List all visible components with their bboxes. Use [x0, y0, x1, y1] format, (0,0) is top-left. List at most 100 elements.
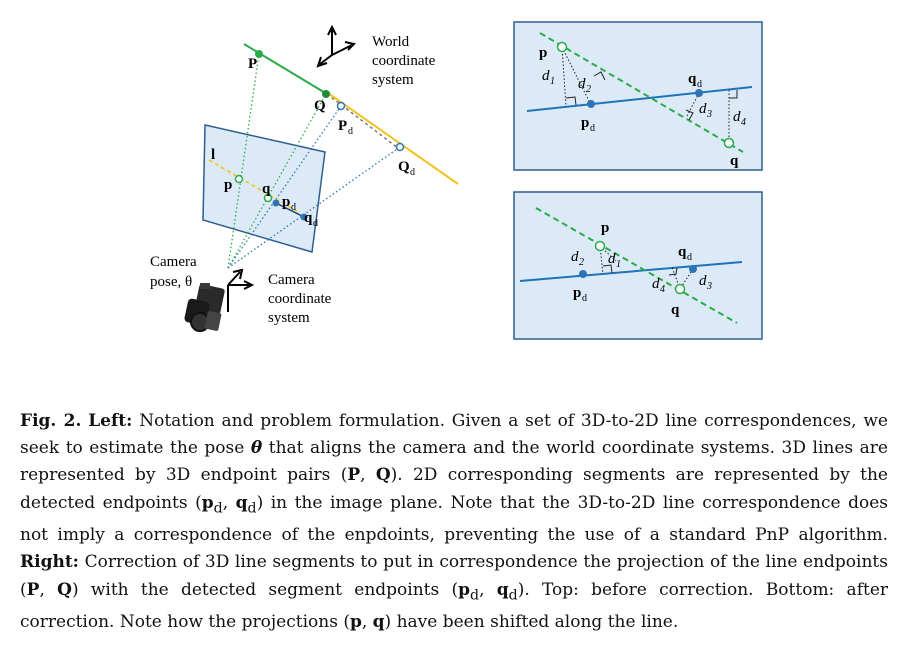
- image-p-marker: [234, 174, 244, 184]
- tr-pd-marker: [587, 100, 595, 108]
- caption-right-label: Right:: [20, 552, 79, 573]
- caption-text-4: ) in the image plane. Note that the 3D-t…: [20, 492, 888, 546]
- svg-text:d: d: [313, 218, 318, 229]
- svg-text:d: d: [697, 79, 702, 90]
- camera-frame-label-1: Camera: [268, 272, 315, 288]
- caption-theta: θ: [250, 438, 263, 459]
- svg-text:d: d: [542, 68, 550, 84]
- tr-qd-marker: [695, 89, 703, 97]
- image-line-l: [208, 159, 301, 214]
- svg-text:d: d: [733, 109, 741, 125]
- svg-text:2: 2: [586, 84, 591, 95]
- caption-text-8: ) have been shifted along the line.: [384, 612, 679, 633]
- camera-frame-label-2: coordinate: [268, 291, 332, 307]
- caption-qd-sub: d: [247, 500, 257, 516]
- caption-q: q: [372, 612, 385, 633]
- d4-right-angle: [729, 90, 738, 99]
- svg-text:d: d: [608, 251, 616, 267]
- svg-text:d: d: [578, 76, 586, 92]
- caption-comma: ,: [39, 579, 58, 600]
- caption-P: P: [347, 465, 361, 486]
- caption-text-7: ). Top: before correction. Bottom: after…: [20, 579, 889, 633]
- caption-pd-sub: d: [213, 500, 223, 516]
- caption-text-6: ) with the detected segment endpoints (: [71, 579, 459, 600]
- tr-label-d1: d 1: [542, 68, 555, 87]
- tr-label-pd: p d: [581, 115, 595, 134]
- ray-Pd: [227, 105, 342, 269]
- caption-paragraph: Fig. 2. Left: Notation and problem formu…: [20, 408, 888, 636]
- svg-text:4: 4: [741, 117, 746, 128]
- top-right-panel: p q p d q d d 1 d 2 d 3 d 4: [513, 21, 763, 171]
- svg-text:3: 3: [706, 109, 712, 120]
- label-image-p: p: [224, 177, 232, 193]
- svg-text:d: d: [348, 126, 353, 137]
- projected-line-after-dashed: [535, 207, 738, 324]
- point-P-marker: [255, 50, 263, 58]
- br-qd-marker: [689, 265, 697, 273]
- label-l: l: [211, 147, 215, 163]
- tr-label-d3: d 3: [699, 101, 712, 120]
- world-frame-label-1: World: [372, 34, 410, 50]
- caption-comma: ,: [360, 465, 376, 486]
- figure-caption: Fig. 2. Left: Notation and problem formu…: [20, 408, 888, 636]
- caption-comma: ,: [479, 579, 497, 600]
- br-q-marker: [674, 283, 686, 295]
- d1-line: [561, 46, 567, 107]
- image-segment-detected: [275, 202, 305, 218]
- after-d2-right-angle: [602, 264, 613, 274]
- label-Q: Q: [314, 98, 326, 114]
- caption-Q: Q: [375, 465, 391, 486]
- svg-text:d: d: [590, 123, 595, 134]
- image-plane: [202, 124, 326, 253]
- svg-text:P: P: [338, 118, 347, 134]
- svg-text:d: d: [291, 202, 296, 213]
- caption-text-2: that aligns the camera and the world coo…: [20, 438, 888, 486]
- br-label-qd: q d: [678, 244, 692, 263]
- ray-Qd: [227, 146, 401, 269]
- svg-text:q: q: [678, 244, 687, 260]
- caption-pd2: p: [458, 579, 471, 600]
- world-axes-icon: [316, 24, 356, 68]
- after-d4-right-angle: [668, 267, 678, 276]
- svg-text:q: q: [304, 210, 313, 226]
- d3-line: [685, 92, 700, 119]
- d1-right-angle: [565, 96, 577, 106]
- ray-Q: [227, 93, 327, 269]
- svg-text:4: 4: [660, 284, 665, 295]
- br-p-marker: [594, 240, 606, 252]
- label-Qd: Q d: [398, 159, 415, 178]
- br-label-d3: d 3: [699, 273, 712, 292]
- d3-right-angle: [685, 109, 694, 121]
- svg-text:d: d: [687, 252, 692, 263]
- br-label-d1: d 1: [608, 251, 621, 270]
- caption-text-5: Correction of 3D line segments to put in…: [20, 552, 888, 600]
- tr-label-qd: q d: [688, 71, 702, 90]
- caption-comma: ,: [361, 612, 373, 633]
- camera-pose-label-2: pose, θ: [150, 274, 192, 290]
- top-right-plane: [513, 21, 763, 171]
- svg-text:Q: Q: [398, 159, 410, 175]
- caption-left-label: Left:: [88, 411, 133, 431]
- point-Qd-marker: [395, 142, 405, 152]
- br-pd-marker: [579, 270, 587, 278]
- d2-right-angle: [593, 71, 606, 81]
- caption-text-1: Notation and problem formulation. Given …: [20, 411, 888, 459]
- ray-P: [227, 53, 260, 269]
- tr-q-marker: [723, 137, 735, 149]
- image-qd-marker: [300, 213, 308, 221]
- svg-text:d: d: [699, 101, 707, 117]
- label-P: P: [248, 56, 257, 72]
- svg-text:d: d: [652, 276, 660, 292]
- br-label-d2: d 2: [571, 249, 584, 268]
- camera-axes-icon: [227, 268, 255, 312]
- label-image-qd: q d: [304, 210, 318, 229]
- point-Pd-marker: [336, 101, 346, 111]
- camera-frame-label-3: system: [268, 310, 310, 326]
- detected-line: [526, 86, 753, 112]
- caption-fig-label: Fig. 2.: [20, 411, 82, 431]
- image-q-marker: [263, 193, 273, 203]
- svg-text:d: d: [571, 249, 579, 265]
- caption-qd2-sub: d: [508, 587, 518, 603]
- caption-comma: ,: [222, 492, 236, 513]
- br-label-q: q: [671, 302, 680, 318]
